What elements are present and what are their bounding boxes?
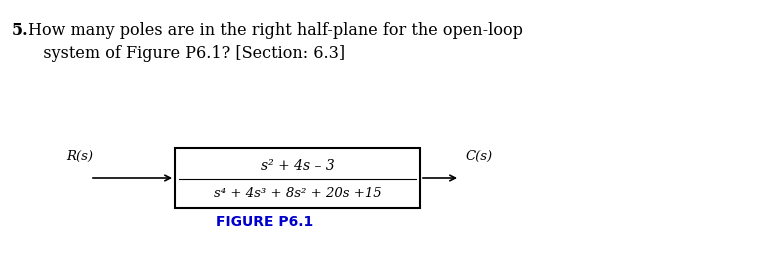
Text: s² + 4s – 3: s² + 4s – 3	[261, 159, 334, 173]
Text: system of Figure P6.1? [Section: 6.3]: system of Figure P6.1? [Section: 6.3]	[28, 45, 345, 62]
Bar	[175, 148, 420, 208]
Text: 5.: 5.	[12, 22, 29, 39]
Text: C(s): C(s)	[465, 150, 493, 163]
Text: R(s): R(s)	[67, 150, 93, 163]
Text: How many poles are in the right half-plane for the open-loop: How many poles are in the right half-pla…	[28, 22, 523, 39]
Text: FIGURE P6.1: FIGURE P6.1	[216, 215, 314, 229]
Text: s⁴ + 4s³ + 8s² + 20s +15: s⁴ + 4s³ + 8s² + 20s +15	[214, 187, 381, 200]
